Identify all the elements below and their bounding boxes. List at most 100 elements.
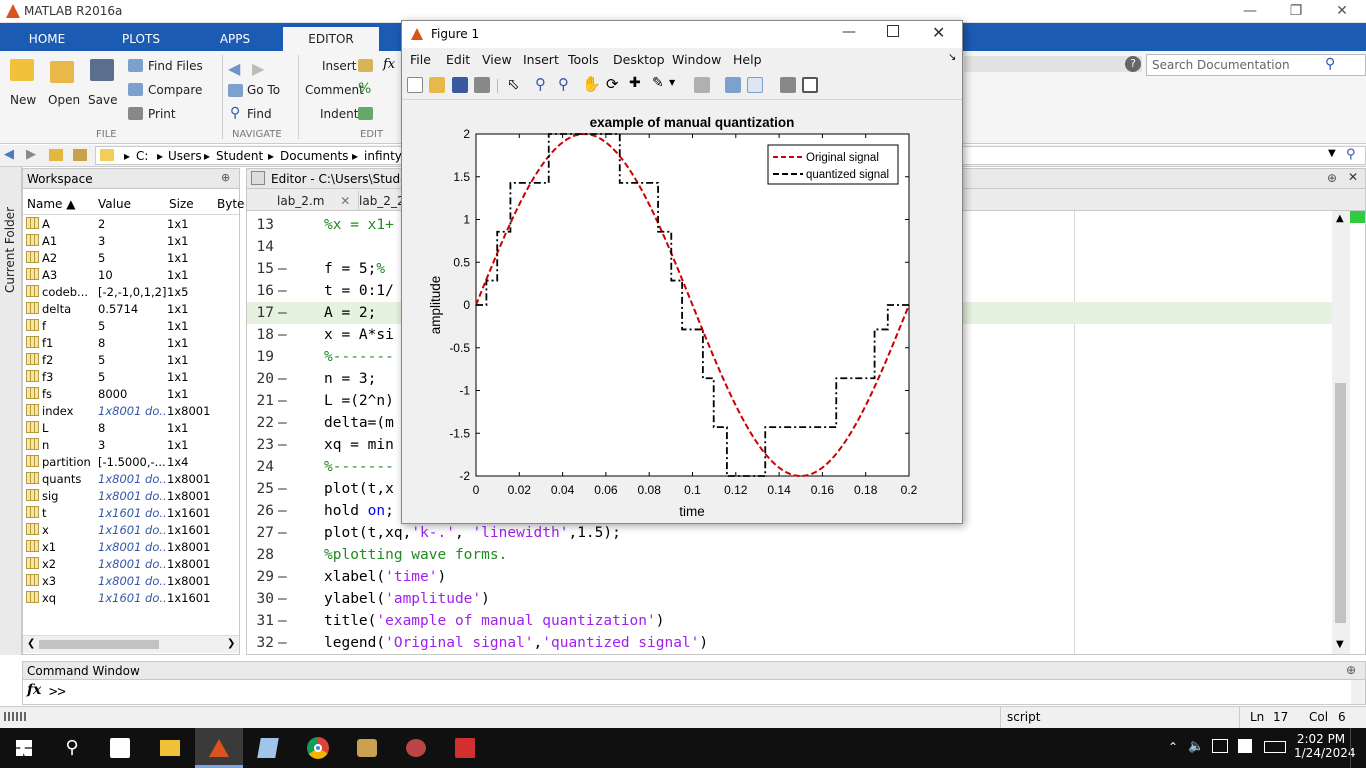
up-folder-icon[interactable] — [49, 149, 63, 161]
clock[interactable]: 2:02 PM 1/24/2024 — [1294, 732, 1356, 760]
breakpoint-marker[interactable]: – — [278, 305, 287, 321]
close-editor-icon[interactable]: ✕ — [1348, 170, 1359, 184]
code-line[interactable]: 21– L =(2^n) — [247, 390, 1332, 412]
code-line[interactable]: 31– title('example of manual quantization… — [247, 610, 1332, 632]
command-scrollbar[interactable] — [1351, 680, 1365, 704]
workspace-row[interactable]: quants 1x8001 do... 1x8001 — [23, 471, 239, 488]
scrollbar-thumb[interactable] — [1335, 383, 1346, 623]
editor-tab[interactable]: lab_2.m ✕ — [269, 191, 360, 211]
restore-icon[interactable]: ❐ — [1289, 3, 1303, 19]
column-header-bytes[interactable]: Byte — [217, 197, 245, 211]
browse-folder-icon[interactable] — [73, 149, 87, 161]
path-segment[interactable]: infinty — [364, 149, 402, 163]
code-line[interactable]: 25– plot(t,x — [247, 478, 1332, 500]
keyboard-icon[interactable] — [1264, 741, 1286, 753]
close-tab-icon[interactable]: ✕ — [340, 194, 351, 208]
code-line[interactable]: 23– xq = min — [247, 434, 1332, 456]
code-line[interactable]: 30– ylabel('amplitude') — [247, 588, 1332, 610]
legend-icon[interactable] — [747, 77, 763, 93]
workspace-row[interactable]: t 1x1601 do... 1x1601 — [23, 505, 239, 522]
code-line[interactable]: 16– t = 0:1/ — [247, 280, 1332, 302]
dropdown-icon[interactable]: ▼ — [1328, 148, 1336, 159]
breakpoint-marker[interactable]: – — [278, 393, 287, 409]
tab-apps[interactable]: APPS — [219, 32, 251, 46]
breakpoint-marker[interactable]: – — [278, 525, 287, 541]
open-button[interactable]: Open — [48, 93, 81, 107]
code-line[interactable]: 18– x = A*si — [247, 324, 1332, 346]
menu-view[interactable]: View — [482, 52, 512, 67]
workspace-row[interactable]: delta 0.5714 1x1 — [23, 301, 239, 318]
code-line[interactable]: 14 — [247, 236, 1332, 258]
forward-icon[interactable]: ▶ — [26, 147, 36, 162]
print-figure-icon[interactable] — [474, 77, 490, 93]
print-button[interactable]: Print — [148, 107, 176, 121]
brush-dropdown-icon[interactable]: ▼ — [669, 78, 676, 87]
code-line[interactable]: 28 %plotting wave forms. — [247, 544, 1332, 566]
network-icon[interactable] — [1212, 739, 1228, 753]
workspace-row[interactable]: x2 1x8001 do... 1x8001 — [23, 556, 239, 573]
show-desktop-button[interactable] — [1350, 728, 1366, 768]
workspace-row[interactable]: fs 8000 1x1 — [23, 386, 239, 403]
save-figure-icon[interactable] — [452, 77, 468, 93]
workspace-row[interactable]: f3 5 1x1 — [23, 369, 239, 386]
column-header-name[interactable]: Name ▲ — [27, 197, 76, 211]
forward-arrow-icon[interactable]: ▶ — [252, 59, 265, 78]
help-icon[interactable]: ? — [1125, 56, 1141, 72]
menu-file[interactable]: File — [410, 52, 431, 67]
comment-icon[interactable]: % — [358, 81, 372, 97]
menu-help[interactable]: Help — [733, 52, 762, 67]
legend[interactable]: Original signal quantized signal — [767, 144, 899, 185]
breakpoint-marker[interactable]: – — [278, 327, 287, 343]
column-header-size[interactable]: Size — [169, 197, 194, 211]
code-line[interactable]: 27– plot(t,xq,'k-.', 'linewidth',1.5); — [247, 522, 1332, 544]
workspace-row[interactable]: A1 3 1x1 — [23, 233, 239, 250]
code-line[interactable]: 24 %------- — [247, 456, 1332, 478]
app-icon[interactable] — [392, 728, 440, 768]
workspace-row[interactable]: codeb... [-2,-1,0,1,2] 1x5 — [23, 284, 239, 301]
editor-vscrollbar[interactable]: ▲ ▼ — [1332, 211, 1350, 654]
link-plot-icon[interactable] — [694, 77, 710, 93]
search-documentation-field[interactable]: Search Documentation ⚲ — [1146, 54, 1366, 76]
scroll-right-icon[interactable]: ❯ — [227, 638, 236, 649]
code-line[interactable]: 13 %x = x1+ — [247, 214, 1332, 236]
system-tray-icons[interactable]: ⌃ — [1168, 740, 1179, 754]
plot-canvas[interactable]: example of manual quantization time ampl… — [402, 100, 962, 523]
breakpoint-marker[interactable]: – — [278, 635, 287, 651]
battery-icon[interactable] — [1238, 739, 1252, 753]
code-analyzer-icon[interactable] — [1350, 211, 1365, 223]
rotate-3d-icon[interactable]: ⟳ — [606, 75, 619, 93]
close-icon[interactable]: ✕ — [932, 23, 946, 42]
close-icon[interactable]: ✕ — [1336, 3, 1348, 19]
workspace-row[interactable]: index 1x8001 do... 1x8001 — [23, 403, 239, 420]
app-icon[interactable] — [343, 728, 391, 768]
store-icon[interactable] — [96, 728, 144, 768]
dock-arrow-icon[interactable]: ↘ — [948, 52, 957, 63]
code-line[interactable]: 19 %------- — [247, 346, 1332, 368]
workspace-row[interactable]: x 1x1601 do... 1x1601 — [23, 522, 239, 539]
back-icon[interactable]: ◀ — [4, 147, 14, 162]
search-icon[interactable]: ⚲ — [1346, 147, 1356, 162]
path-segment[interactable]: Users — [168, 149, 202, 163]
menu-insert[interactable]: Insert — [523, 52, 559, 67]
volume-icon[interactable]: 🔈 — [1188, 739, 1205, 754]
workspace-row[interactable]: L 8 1x1 — [23, 420, 239, 437]
current-folder-label[interactable]: Current Folder — [3, 207, 17, 293]
workspace-row[interactable]: sig 1x8001 do... 1x8001 — [23, 488, 239, 505]
pdf-reader-icon[interactable] — [441, 728, 489, 768]
fx-icon[interactable]: fx — [383, 57, 396, 72]
tab-home[interactable]: HOME — [28, 32, 66, 46]
breakpoint-marker[interactable]: – — [278, 569, 287, 585]
go-to-button[interactable]: Go To — [247, 83, 281, 97]
workspace-row[interactable]: x1 1x8001 do... 1x8001 — [23, 539, 239, 556]
search-icon[interactable]: ⚲ — [1325, 56, 1336, 72]
pan-icon[interactable]: ✋ — [582, 75, 601, 93]
workspace-row[interactable]: xq 1x1601 do... 1x1601 — [23, 590, 239, 607]
breakpoint-marker[interactable]: – — [278, 261, 287, 277]
workspace-row[interactable]: n 3 1x1 — [23, 437, 239, 454]
colorbar-icon[interactable] — [725, 77, 741, 93]
column-header-value[interactable]: Value — [98, 197, 131, 211]
menu-window[interactable]: Window — [672, 52, 722, 67]
windows-start-icon[interactable] — [0, 728, 48, 768]
breakpoint-marker[interactable]: – — [278, 437, 287, 453]
code-line[interactable]: 29– xlabel('time') — [247, 566, 1332, 588]
